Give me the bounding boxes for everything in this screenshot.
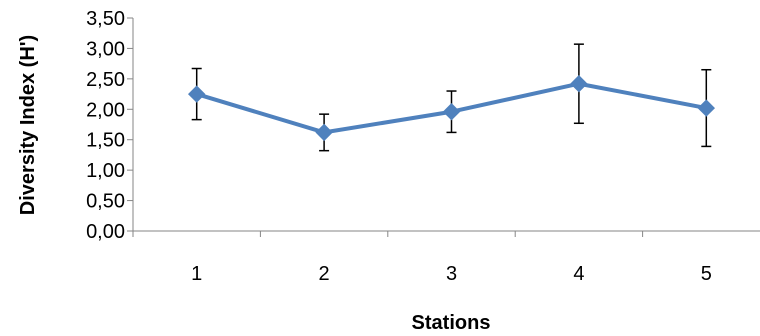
series-group <box>187 75 716 142</box>
data-point <box>442 103 461 121</box>
x-tick-label: 2 <box>319 263 330 285</box>
y-tick-label: 3,00 <box>86 38 125 60</box>
y-axis: 0,00 0,50 1,00 1,50 2,00 2,50 3,00 3,50 <box>86 8 134 243</box>
y-tick-label: 1,50 <box>86 130 125 152</box>
y-tick-label: 0,50 <box>86 191 125 213</box>
x-tick-label: 4 <box>573 263 584 285</box>
data-point <box>315 123 333 142</box>
error-bars <box>191 43 712 152</box>
x-tick-label: 5 <box>701 263 712 285</box>
x-tick-label: 1 <box>191 263 202 285</box>
x-axis-title: Stations <box>412 312 491 334</box>
x-tick-label: 3 <box>446 263 457 285</box>
y-tick-label: 3,50 <box>86 8 125 30</box>
data-point <box>697 99 716 117</box>
y-tick-label: 0,00 <box>86 221 125 243</box>
y-tick-label: 2,00 <box>86 99 125 121</box>
data-point <box>187 85 206 103</box>
y-axis-title: Diversity Index (H') <box>17 35 39 215</box>
y-tick-label: 1,00 <box>86 160 125 182</box>
y-tick-label: 2,50 <box>86 69 125 91</box>
data-point <box>570 75 588 93</box>
x-axis: 1 2 3 4 5 <box>132 230 760 285</box>
